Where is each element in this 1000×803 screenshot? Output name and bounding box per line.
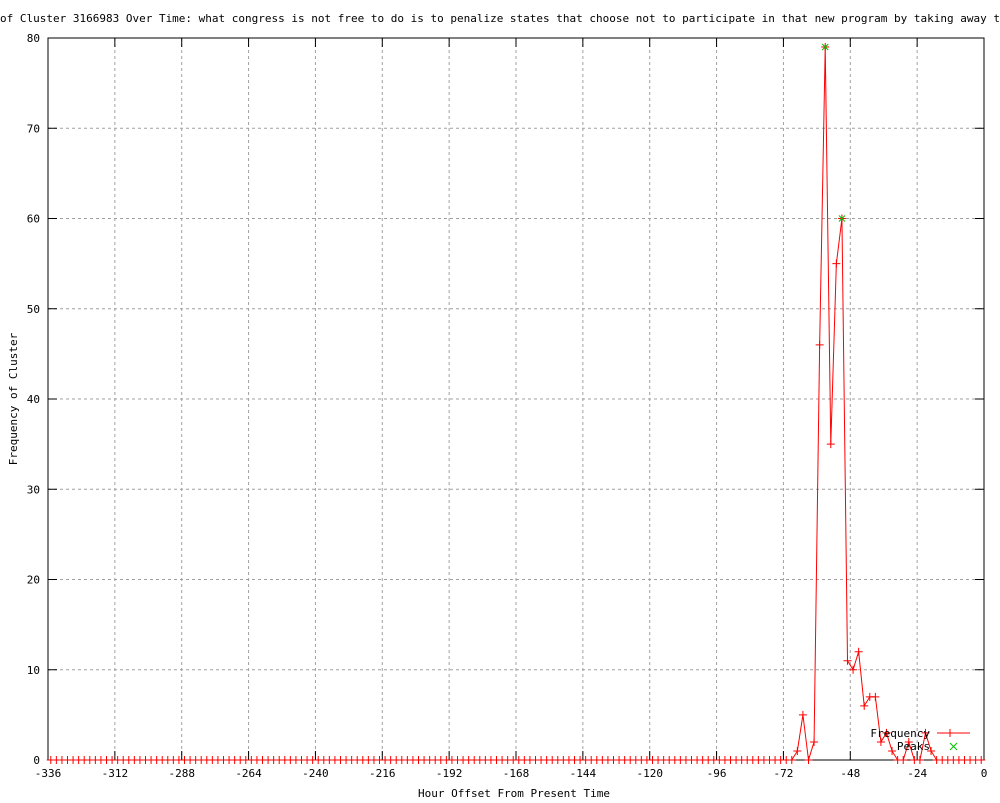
legend-label-frequency: Frequency [870, 727, 930, 740]
peak-point [838, 215, 846, 222]
frequency-point [977, 756, 986, 764]
y-tick-label: 40 [27, 393, 40, 406]
x-tick-label: -192 [436, 767, 463, 780]
frequency-point [921, 728, 930, 737]
y-tick-label: 50 [27, 303, 40, 316]
series [46, 43, 986, 764]
legend: Frequency Peaks [870, 727, 970, 753]
chart-title: of Cluster 3166983 Over Time: what congr… [0, 12, 1000, 25]
frequency-point [826, 440, 835, 449]
x-tick-label: -120 [636, 767, 663, 780]
frequency-point [832, 259, 841, 268]
frequency-point [899, 756, 908, 764]
frequency-point [849, 665, 858, 674]
peak-point [821, 43, 829, 51]
x-tick-label: -48 [840, 767, 860, 780]
x-tick-label: -336 [35, 767, 62, 780]
x-tick-label: -24 [907, 767, 927, 780]
y-tick-label: 20 [27, 574, 40, 587]
frequency-point [882, 728, 891, 737]
x-tick-label: -264 [235, 767, 262, 780]
x-tick-label: -72 [773, 767, 793, 780]
x-tick-label: -96 [707, 767, 727, 780]
x-tick-label: -240 [302, 767, 329, 780]
x-tick-label: -288 [168, 767, 195, 780]
frequency-point [793, 746, 802, 755]
frequency-point [815, 340, 824, 349]
frequency-point [927, 746, 936, 755]
grid [48, 38, 984, 760]
frequency-point [787, 756, 796, 764]
x-tick-label: -312 [102, 767, 129, 780]
frequency-point [798, 710, 807, 719]
y-axis-label: Frequency of Cluster [7, 332, 20, 465]
y-tick-label: 30 [27, 483, 40, 496]
y-tick-label: 10 [27, 664, 40, 677]
y-tick-label: 70 [27, 122, 40, 135]
frequency-point [871, 692, 880, 701]
x-tick-label: -168 [503, 767, 530, 780]
frequency-point [888, 746, 897, 755]
x-tick-label: -144 [570, 767, 597, 780]
x-tick-label: 0 [981, 767, 988, 780]
frequency-point [810, 737, 819, 746]
x-tick-label: -216 [369, 767, 396, 780]
y-tick-label: 0 [33, 754, 40, 767]
y-tick-label: 60 [27, 213, 40, 226]
frequency-point [843, 656, 852, 665]
frequency-point [860, 701, 869, 710]
frequency-point [854, 647, 863, 656]
frequency-point [915, 756, 924, 764]
legend-marker-frequency [946, 729, 954, 737]
frequency-point [876, 737, 885, 746]
y-tick-label: 80 [27, 32, 40, 45]
legend-label-peaks: Peaks [897, 740, 930, 753]
frequency-point [904, 737, 913, 746]
frequency-point [804, 756, 813, 764]
legend-marker-peaks [949, 742, 958, 751]
x-axis-label: Hour Offset From Present Time [418, 787, 610, 800]
